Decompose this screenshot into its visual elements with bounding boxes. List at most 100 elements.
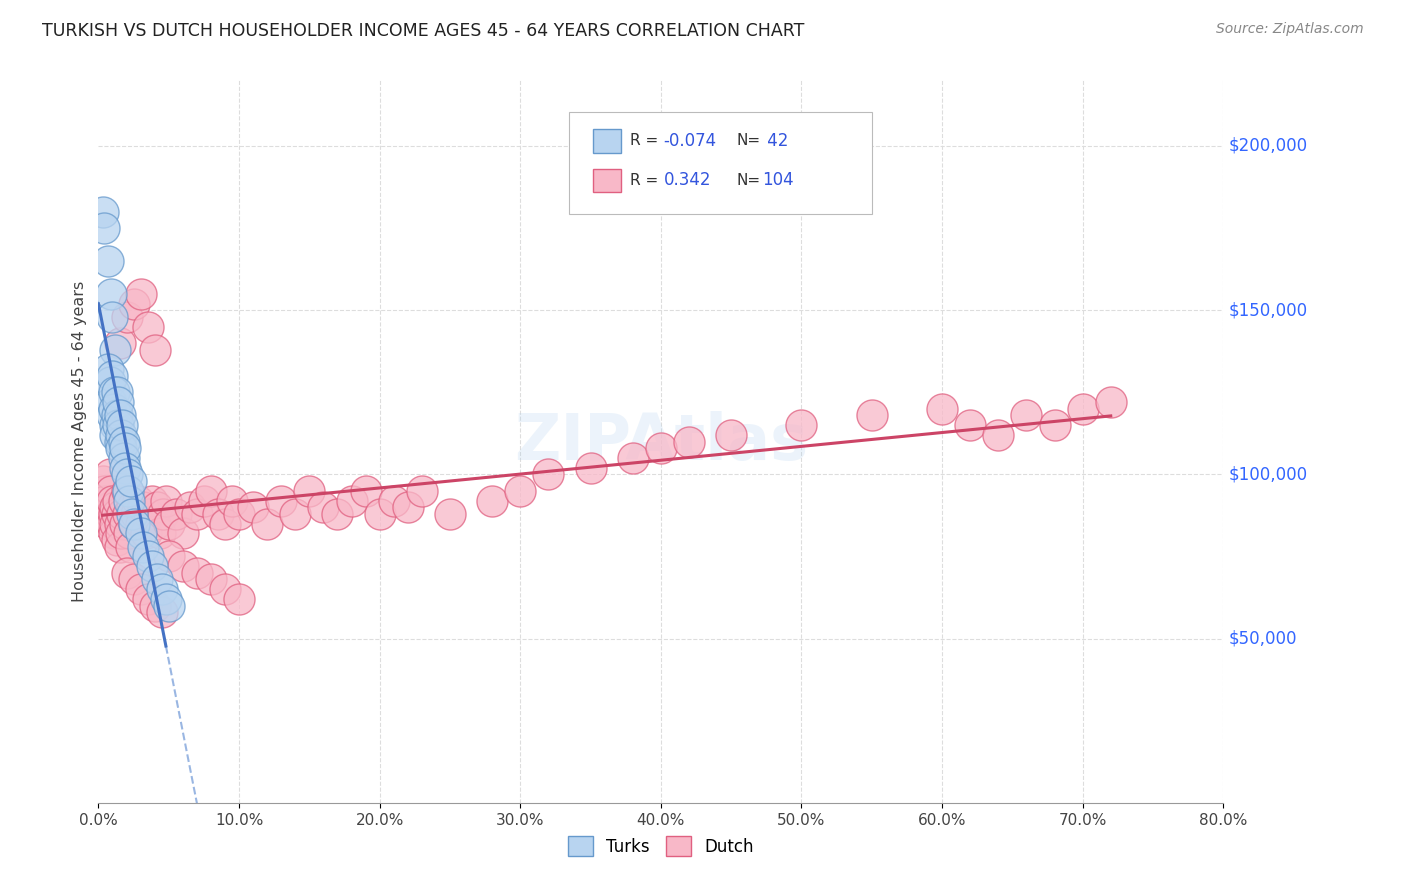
Point (104, 418, 127, 433)
Point (312, 500, 335, 515)
Point (122, 516, 145, 531)
Point (104, 343, 127, 357)
Point (368, 507, 391, 521)
Point (155, 493, 177, 508)
Text: N=: N= (737, 134, 761, 148)
Point (155, 592, 177, 607)
Point (207, 507, 229, 521)
Point (108, 540, 131, 554)
Text: -0.074: -0.074 (664, 132, 717, 150)
Point (118, 493, 141, 508)
Point (111, 507, 134, 521)
Point (172, 526, 194, 541)
Point (104, 516, 127, 531)
Point (165, 507, 187, 521)
Point (121, 500, 143, 515)
Text: TURKISH VS DUTCH HOUSEHOLDER INCOME AGES 45 - 64 YEARS CORRELATION CHART: TURKISH VS DUTCH HOUSEHOLDER INCOME AGES… (42, 22, 804, 40)
Point (101, 516, 124, 531)
Point (110, 526, 132, 541)
Point (172, 559, 194, 574)
Point (100, 507, 122, 521)
Point (157, 549, 180, 564)
Point (579, 460, 602, 475)
Text: R =: R = (630, 134, 664, 148)
Point (121, 507, 143, 521)
Point (132, 500, 155, 515)
Point (114, 441, 136, 455)
Point (1099, 395, 1122, 409)
Point (931, 401, 953, 416)
Point (93, 483, 115, 498)
Point (157, 516, 180, 531)
Point (150, 582, 173, 597)
Point (136, 319, 159, 334)
Point (129, 286, 152, 301)
Point (103, 526, 125, 541)
Point (100, 286, 122, 301)
Point (120, 540, 142, 554)
Point (860, 409, 883, 423)
Point (108, 434, 131, 449)
Point (141, 493, 163, 508)
Point (104, 428, 127, 442)
Point (117, 483, 139, 498)
Text: ZIPAtlas: ZIPAtlas (513, 410, 808, 473)
Point (105, 507, 128, 521)
Legend: Turks, Dutch: Turks, Dutch (561, 830, 761, 863)
Point (112, 493, 135, 508)
Point (101, 310, 124, 324)
Point (118, 526, 141, 541)
Point (136, 549, 159, 564)
Point (242, 500, 264, 515)
Point (537, 467, 560, 482)
Point (115, 566, 138, 580)
Point (256, 516, 278, 531)
Point (112, 450, 135, 465)
Point (200, 573, 222, 587)
Point (298, 483, 321, 498)
Point (959, 418, 981, 433)
Point (396, 500, 419, 515)
Point (179, 500, 201, 515)
Point (100, 483, 122, 498)
Point (97, 362, 120, 376)
Point (101, 409, 124, 423)
Text: R =: R = (630, 173, 668, 187)
Point (720, 428, 742, 442)
Point (107, 395, 129, 409)
Point (284, 507, 307, 521)
Point (108, 409, 131, 423)
Point (108, 516, 131, 531)
Point (152, 507, 174, 521)
Point (509, 483, 531, 498)
Point (103, 507, 125, 521)
Point (108, 336, 131, 351)
Point (114, 516, 136, 531)
Point (105, 409, 128, 423)
Point (157, 599, 180, 613)
Point (214, 516, 236, 531)
Point (105, 385, 128, 400)
Point (122, 516, 145, 531)
Point (138, 507, 160, 521)
Point (143, 516, 166, 531)
Point (98, 467, 121, 482)
Point (135, 526, 157, 541)
Text: 0.342: 0.342 (664, 171, 711, 189)
Point (93, 221, 115, 235)
Point (122, 573, 145, 587)
Point (439, 507, 461, 521)
Point (125, 507, 148, 521)
Point (96, 507, 118, 521)
Point (678, 434, 700, 449)
Point (101, 368, 124, 383)
Point (103, 385, 125, 400)
Point (105, 533, 128, 547)
Text: $100,000: $100,000 (1229, 466, 1308, 483)
Point (790, 418, 813, 433)
Text: 104: 104 (762, 171, 793, 189)
Point (270, 493, 292, 508)
Point (132, 540, 155, 554)
Point (122, 296, 145, 310)
Point (228, 592, 250, 607)
